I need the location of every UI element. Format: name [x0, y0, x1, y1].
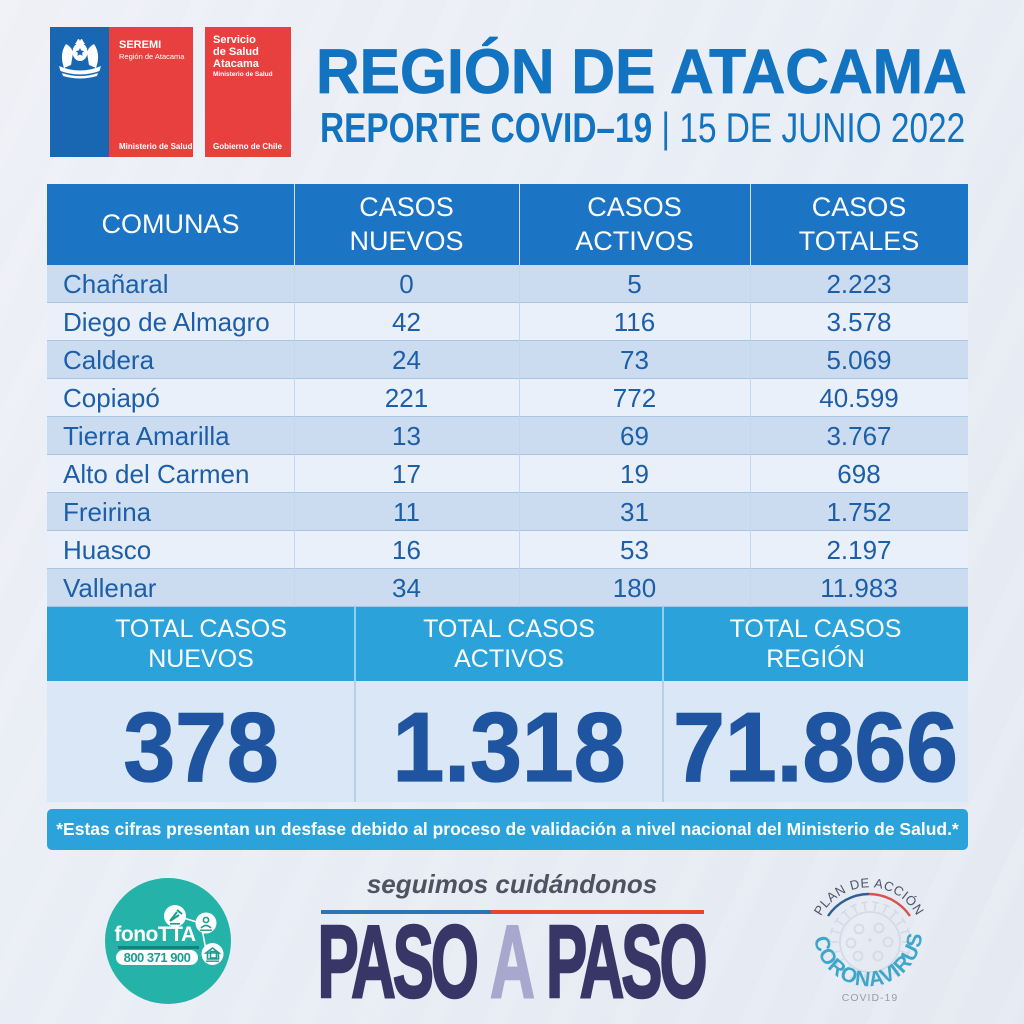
svg-text:COVID-19: COVID-19 [842, 992, 898, 1004]
